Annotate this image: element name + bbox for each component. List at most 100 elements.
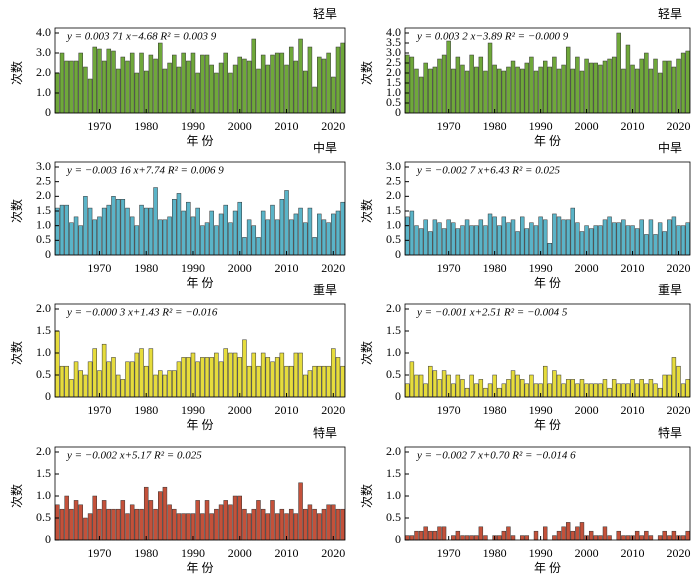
bar <box>181 357 186 398</box>
bar <box>214 352 219 398</box>
bar <box>418 76 424 114</box>
x-tick-label: 2000 <box>575 403 599 417</box>
bar <box>284 365 289 398</box>
bar <box>158 370 163 398</box>
bar <box>538 216 543 256</box>
y-tick-label: 3.0 <box>386 159 401 173</box>
bar <box>460 535 465 541</box>
bar <box>593 383 598 398</box>
bar <box>611 379 617 398</box>
bar <box>204 500 210 541</box>
bar <box>680 225 686 256</box>
bar <box>106 508 112 541</box>
y-axis-label: 次数 <box>359 199 374 223</box>
bar <box>111 196 116 256</box>
bar <box>256 500 261 541</box>
bar <box>228 72 233 114</box>
bar <box>469 374 474 398</box>
y-tick-label: 2.0 <box>36 301 51 315</box>
bar <box>469 535 474 541</box>
bar <box>167 216 172 256</box>
x-tick-label: 2000 <box>575 261 599 275</box>
y-tick-label: 0 <box>395 532 401 546</box>
bar <box>593 535 598 541</box>
bar <box>148 54 154 114</box>
bar <box>644 530 649 541</box>
bar <box>260 210 266 256</box>
bar <box>460 225 465 256</box>
x-tick-label: 1980 <box>134 261 158 275</box>
bar <box>134 72 140 114</box>
bar <box>533 383 539 398</box>
bar <box>83 66 88 114</box>
bar <box>405 535 410 541</box>
bar <box>639 58 644 114</box>
bar <box>616 530 621 541</box>
plot-frame <box>404 161 691 256</box>
bar <box>529 222 534 256</box>
chart-title: 重旱 <box>313 283 337 297</box>
bar <box>232 210 238 256</box>
bar <box>598 535 603 541</box>
bar <box>662 231 667 256</box>
x-axis-label: 年 份 <box>186 276 213 290</box>
bar <box>129 361 135 398</box>
bar <box>685 50 690 114</box>
bar <box>223 52 228 114</box>
equation: y = −0.001 x+2.51 R² = −0.004 5 <box>416 307 568 319</box>
bar <box>158 491 163 541</box>
bar <box>584 225 589 256</box>
bar <box>303 222 308 256</box>
x-tick-label: 1970 <box>437 261 461 275</box>
bar <box>87 513 93 541</box>
plot-frame <box>54 27 346 114</box>
bar <box>78 225 83 256</box>
equation: y = −0.000 3 x+1.43 R² = −0.016 <box>66 307 218 319</box>
x-tick-label: 1970 <box>87 546 111 560</box>
bar <box>542 60 548 114</box>
bar <box>293 213 299 256</box>
bar <box>101 207 107 256</box>
bar <box>265 219 271 256</box>
bar <box>270 204 275 256</box>
bar <box>307 504 313 541</box>
bar <box>307 207 313 256</box>
y-tick-label: 1.0 <box>386 85 401 99</box>
bar <box>120 379 126 398</box>
y-axis-label: 次数 <box>359 484 374 508</box>
bar <box>547 66 553 114</box>
y-tick-label: 3.5 <box>386 35 401 49</box>
bar <box>97 508 102 541</box>
bar <box>542 526 548 541</box>
bar <box>218 213 224 256</box>
y-tick-label: 1.0 <box>36 345 51 359</box>
bar <box>293 352 299 398</box>
bar <box>524 228 530 256</box>
bar <box>464 387 470 398</box>
bar <box>251 508 257 541</box>
bar <box>331 213 336 256</box>
bar <box>204 54 210 114</box>
bar <box>547 383 553 398</box>
bar <box>552 370 557 398</box>
bar <box>270 361 275 398</box>
bar <box>533 225 539 256</box>
bar <box>607 535 612 541</box>
bar <box>92 46 97 114</box>
bar <box>639 379 644 398</box>
bar <box>515 66 520 114</box>
bar <box>139 348 144 398</box>
bar <box>340 201 345 256</box>
equation: y = −0.002 7 x+6.43 R² = 0.025 <box>416 165 560 177</box>
bar <box>565 379 571 398</box>
x-tick-label: 1990 <box>181 546 205 560</box>
bar <box>648 219 654 256</box>
bar <box>538 66 543 114</box>
y-tick-label: 1.5 <box>386 323 401 337</box>
bar <box>115 68 121 114</box>
x-tick-label: 1980 <box>483 403 507 417</box>
bar <box>437 58 442 114</box>
y-axis-label: 次数 <box>9 484 24 508</box>
x-tick-label: 1970 <box>87 119 111 133</box>
bar <box>303 508 308 541</box>
